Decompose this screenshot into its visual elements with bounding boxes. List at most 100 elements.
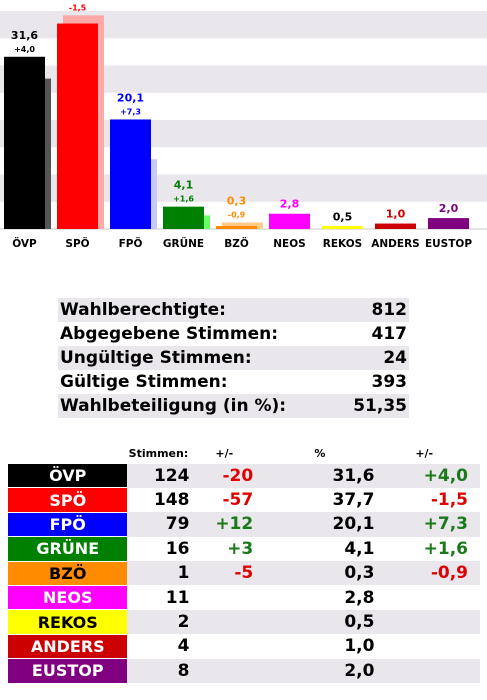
votes-cell: 79 bbox=[127, 512, 196, 537]
votes-diff-cell bbox=[195, 585, 265, 609]
votes-diff-cell: -20 bbox=[195, 464, 266, 488]
results-row-eustop: EUSTOP 8 2,0 bbox=[8, 658, 480, 684]
stats-value: 393 bbox=[371, 372, 408, 392]
stats-row: Wahlbeteiligung (in %): 51,35 bbox=[58, 394, 409, 418]
party-label: GRÜNE bbox=[8, 536, 128, 562]
bar-övp bbox=[4, 56, 45, 229]
party-label: BZÖ bbox=[8, 561, 128, 586]
party-label: NEOS bbox=[8, 585, 128, 611]
percent-diff-cell bbox=[380, 609, 480, 635]
percent-cell: 2,8 bbox=[344, 587, 375, 608]
party-label: ANDERS bbox=[8, 634, 128, 660]
value-label-fpö: 20,1 bbox=[117, 91, 144, 104]
results-header-row: Stimmen: +/- % +/- bbox=[8, 442, 480, 464]
percent-diff-cell: +1,6 bbox=[423, 538, 468, 559]
votes-cell: 11 bbox=[165, 587, 190, 608]
percent-cell: 2,0 bbox=[265, 658, 381, 684]
votes-diff-cell bbox=[195, 634, 265, 658]
percent-column-header: % bbox=[314, 446, 326, 460]
category-label-spö: SPÖ bbox=[65, 236, 89, 250]
votes-diff-cell: -5 bbox=[195, 561, 266, 586]
bar-bzö bbox=[216, 226, 257, 229]
results-row-anders: ANDERS 4 1,0 bbox=[8, 634, 480, 660]
percent-diff-cell: -0,9 bbox=[380, 561, 480, 586]
votes-diff-column-header: +/- bbox=[215, 446, 234, 460]
category-label-anders: ANDERS bbox=[371, 238, 419, 250]
bar-rekos bbox=[322, 226, 363, 229]
party-label: SPÖ bbox=[8, 487, 128, 513]
percent-diff-cell bbox=[380, 658, 480, 684]
stats-value: 417 bbox=[371, 324, 408, 344]
stats-label: Ungültige Stimmen: bbox=[58, 346, 339, 370]
party-label: FPÖ bbox=[8, 512, 128, 538]
stats-label: Wahlberechtigte: bbox=[58, 298, 339, 322]
percent-diff-cell bbox=[380, 585, 480, 609]
percent-cell: 20,1 bbox=[265, 512, 381, 537]
category-label-fpö: FPÖ bbox=[119, 236, 143, 250]
votes-diff-cell bbox=[195, 658, 266, 684]
votes-cell: 2 bbox=[127, 609, 196, 635]
percent-cell: 37,7 bbox=[332, 490, 375, 511]
results-row-spö: SPÖ 148 -57 37,7 -1,5 bbox=[8, 487, 480, 513]
previous-bar-bzö bbox=[222, 222, 263, 229]
percent-cell: 4,1 bbox=[344, 538, 375, 559]
stats-label: Abgegebene Stimmen: bbox=[60, 324, 279, 344]
stats-value: 24 bbox=[338, 346, 409, 370]
results-row-rekos: REKOS 2 0,5 bbox=[8, 609, 480, 635]
election-bar-chart: 31,6+4,0ÖVP37,7-1,5SPÖ20,1+7,3FPÖ4,1+1,6… bbox=[0, 0, 487, 250]
value-label-bzö: 0,3 bbox=[227, 194, 247, 207]
party-label: EUSTOP bbox=[8, 658, 128, 684]
value-label-anders: 1,0 bbox=[386, 208, 406, 221]
turnout-statistics: Wahlberechtigte: 812 Abgegebene Stimmen: 41… bbox=[58, 298, 409, 418]
party-label: REKOS bbox=[8, 609, 128, 635]
category-label-eustop: EUSTOP bbox=[425, 238, 472, 250]
percent-diff-cell: +7,3 bbox=[380, 512, 480, 537]
votes-cell: 8 bbox=[127, 658, 196, 684]
value-label-neos: 2,8 bbox=[280, 198, 300, 211]
results-row-neos: NEOS 11 2,8 bbox=[8, 585, 480, 611]
category-label-neos: NEOS bbox=[273, 238, 305, 250]
votes-diff-cell: -57 bbox=[222, 490, 254, 511]
percent-cell: 1,0 bbox=[344, 636, 375, 657]
diff-label-grüne: +1,6 bbox=[173, 195, 194, 204]
results-table: Stimmen: +/- % +/- ÖVP 124 -20 31,6 +4,0 SPÖ 1… bbox=[8, 442, 480, 684]
bar-eustop bbox=[428, 218, 469, 229]
diff-label-bzö: -0,9 bbox=[228, 210, 246, 219]
percent-diff-cell bbox=[380, 634, 480, 658]
diff-label-spö: -1,5 bbox=[69, 3, 87, 12]
votes-cell: 124 bbox=[127, 464, 196, 488]
diff-label-övp: +4,0 bbox=[14, 45, 35, 54]
votes-cell: 148 bbox=[153, 490, 190, 511]
percent-cell: 31,6 bbox=[265, 464, 381, 488]
party-column-header bbox=[8, 442, 127, 464]
bar-spö bbox=[57, 23, 98, 229]
votes-column-header: Stimmen: bbox=[128, 446, 189, 460]
votes-cell: 1 bbox=[127, 561, 196, 586]
value-label-övp: 31,6 bbox=[11, 29, 38, 42]
category-label-grüne: GRÜNE bbox=[163, 236, 204, 250]
category-label-övp: ÖVP bbox=[12, 236, 37, 250]
percent-cell: 0,5 bbox=[265, 609, 381, 635]
diff-label-fpö: +7,3 bbox=[120, 107, 141, 116]
votes-diff-cell: +3 bbox=[227, 538, 254, 559]
bar-neos bbox=[269, 213, 310, 229]
stats-value: 51,35 bbox=[338, 394, 409, 418]
stats-label: Wahlbeteiligung (in %): bbox=[58, 394, 339, 418]
results-row-bzö: BZÖ 1 -5 0,3 -0,9 bbox=[8, 561, 480, 586]
percent-diff-cell: -1,5 bbox=[430, 490, 468, 511]
stats-value: 812 bbox=[338, 298, 409, 322]
bar-fpö bbox=[110, 119, 151, 229]
category-label-bzö: BZÖ bbox=[224, 236, 249, 250]
results-row-övp: ÖVP 124 -20 31,6 +4,0 bbox=[8, 464, 480, 489]
votes-cell: 16 bbox=[165, 538, 190, 559]
stats-label: Gültige Stimmen: bbox=[60, 372, 228, 392]
votes-diff-cell: +12 bbox=[195, 512, 266, 537]
percent-cell: 0,3 bbox=[265, 561, 381, 586]
percent-diff-cell: +4,0 bbox=[380, 464, 480, 488]
results-row-grüne: GRÜNE 16 +3 4,1 +1,6 bbox=[8, 536, 480, 562]
stats-row: Abgegebene Stimmen: 417 bbox=[58, 322, 409, 346]
results-row-fpö: FPÖ 79 +12 20,1 +7,3 bbox=[8, 512, 480, 538]
stats-row: Gültige Stimmen: 393 bbox=[58, 370, 409, 394]
stats-row: Wahlberechtigte: 812 bbox=[58, 298, 409, 322]
votes-cell: 4 bbox=[177, 636, 190, 657]
